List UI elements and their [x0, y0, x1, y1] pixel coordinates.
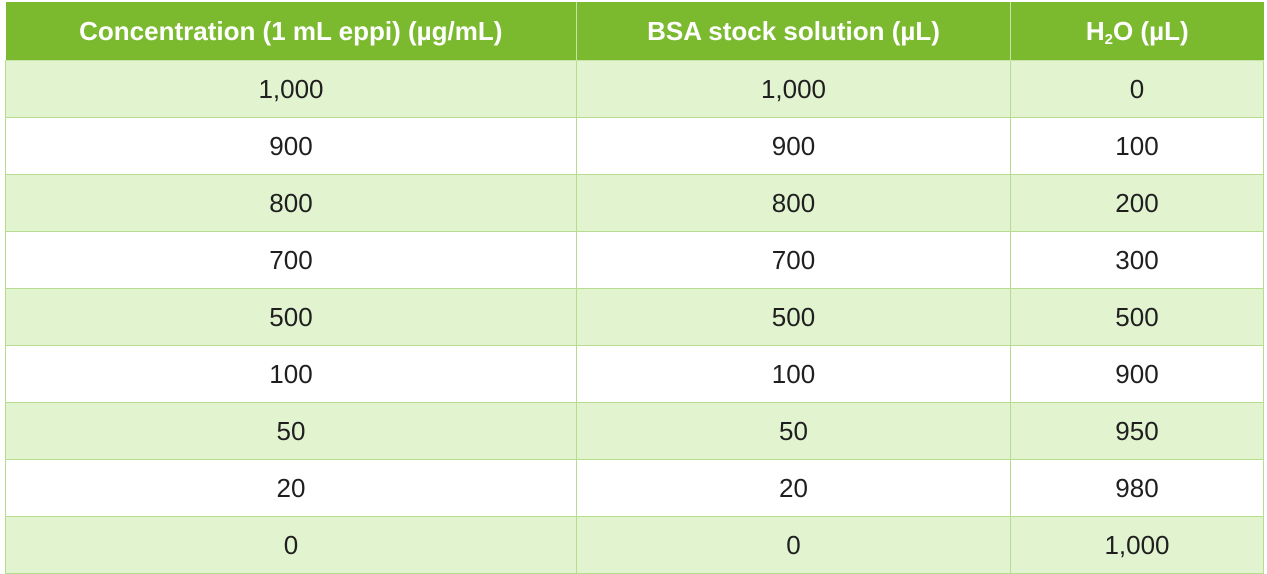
cell-bsa: 500: [576, 288, 1011, 346]
cell-concentration: 100: [5, 345, 577, 403]
cell-concentration: 900: [5, 117, 577, 175]
cell-concentration: 20: [5, 459, 577, 517]
table-row: 20 20 980: [5, 459, 1264, 517]
cell-h2o: 980: [1010, 459, 1264, 517]
table-row: 800 800 200: [5, 174, 1264, 232]
cell-bsa: 100: [576, 345, 1011, 403]
header-h2o-subscript: 2: [1104, 30, 1113, 48]
cell-h2o: 100: [1010, 117, 1264, 175]
table-row: 100 100 900: [5, 345, 1264, 403]
cell-h2o: 0: [1010, 60, 1264, 118]
cell-bsa: 700: [576, 231, 1011, 289]
cell-concentration: 700: [5, 231, 577, 289]
cell-bsa: 800: [576, 174, 1011, 232]
cell-h2o: 1,000: [1010, 516, 1264, 574]
cell-h2o: 950: [1010, 402, 1264, 460]
header-h2o: H2O (µL): [1010, 2, 1264, 61]
cell-concentration: 1,000: [5, 60, 577, 118]
table-row: 500 500 500: [5, 288, 1264, 346]
table-row: 900 900 100: [5, 117, 1264, 175]
cell-concentration: 0: [5, 516, 577, 574]
cell-bsa: 20: [576, 459, 1011, 517]
cell-concentration: 500: [5, 288, 577, 346]
table-row: 0 0 1,000: [5, 516, 1264, 574]
header-concentration: Concentration (1 mL eppi) (µg/mL): [5, 2, 577, 61]
cell-bsa: 0: [576, 516, 1011, 574]
cell-h2o: 200: [1010, 174, 1264, 232]
cell-h2o: 300: [1010, 231, 1264, 289]
cell-bsa: 900: [576, 117, 1011, 175]
table-header-row: Concentration (1 mL eppi) (µg/mL) BSA st…: [5, 2, 1264, 61]
table-row: 700 700 300: [5, 231, 1264, 289]
header-h2o-rest: O (µL): [1112, 15, 1189, 46]
cell-h2o: 900: [1010, 345, 1264, 403]
header-bsa-stock: BSA stock solution (µL): [576, 2, 1011, 61]
table-row: 1,000 1,000 0: [5, 60, 1264, 118]
cell-concentration: 50: [5, 402, 577, 460]
cell-h2o: 500: [1010, 288, 1264, 346]
cell-bsa: 50: [576, 402, 1011, 460]
header-h2o-h: H: [1085, 15, 1105, 46]
table-row: 50 50 950: [5, 402, 1264, 460]
cell-bsa: 1,000: [576, 60, 1011, 118]
dilution-table: Concentration (1 mL eppi) (µg/mL) BSA st…: [5, 2, 1264, 574]
cell-concentration: 800: [5, 174, 577, 232]
